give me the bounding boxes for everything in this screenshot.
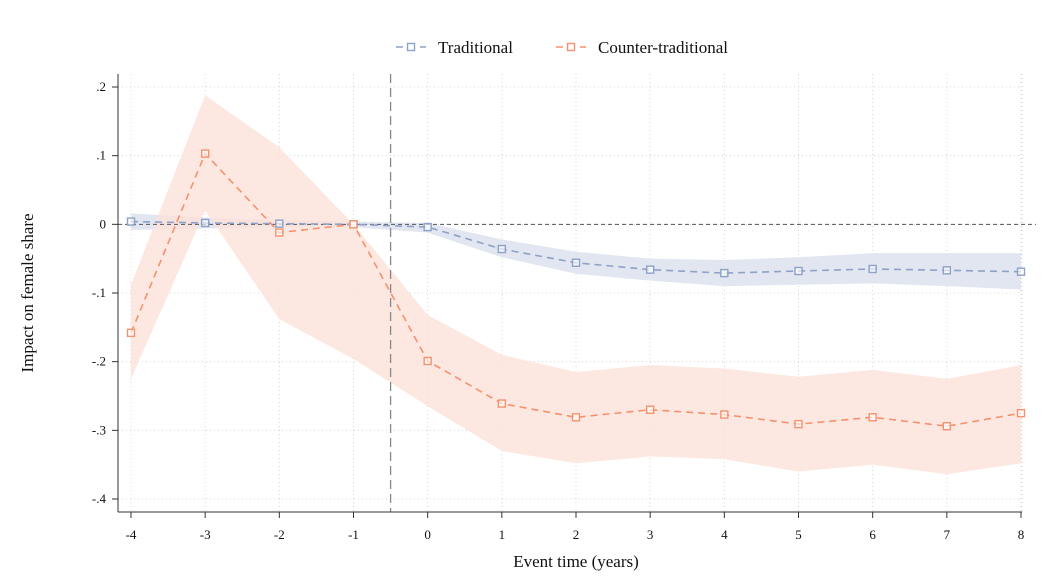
data-point xyxy=(942,266,952,275)
data-point xyxy=(942,422,952,431)
data-point xyxy=(1016,408,1026,418)
y-tick-label: -.3 xyxy=(92,422,106,437)
x-tick-label: -1 xyxy=(348,527,359,542)
data-point xyxy=(720,410,729,419)
data-point xyxy=(571,258,581,267)
x-tick-label: 7 xyxy=(944,527,951,542)
data-point xyxy=(868,413,877,422)
data-point xyxy=(423,222,432,232)
data-point xyxy=(868,264,877,274)
data-point xyxy=(423,356,432,366)
series-markers xyxy=(126,149,1026,431)
legend-swatch-marker xyxy=(566,42,576,52)
data-point xyxy=(645,405,655,414)
x-tick-label: 5 xyxy=(795,527,802,542)
legend-swatch-marker xyxy=(406,42,416,52)
data-point xyxy=(1016,267,1026,276)
data-point xyxy=(645,265,655,274)
legend-label: Traditional xyxy=(438,38,513,57)
x-tick-label: -2 xyxy=(274,527,285,542)
axes: .2 .1 0 -.1 -.2 -.3 -.4 -4 -3 -2 -1 0 1 2 3 4 5 6 7 8 xyxy=(92,74,1024,542)
data-point xyxy=(126,328,136,338)
y-tick-label: -.2 xyxy=(92,354,106,369)
legend: Traditional Counter-traditional xyxy=(396,38,728,57)
x-tick-label: 3 xyxy=(647,527,654,542)
y-tick-label: .1 xyxy=(96,148,106,163)
x-tick-label: -4 xyxy=(126,527,137,542)
data-point xyxy=(497,399,507,408)
data-point xyxy=(200,218,210,228)
data-point xyxy=(275,228,284,237)
x-tick-label: -3 xyxy=(200,527,211,542)
data-point xyxy=(794,419,803,429)
data-point xyxy=(571,413,581,422)
y-tick-label: -.4 xyxy=(92,491,107,506)
y-axis-title: Impact on female share xyxy=(18,213,37,372)
data-point xyxy=(200,149,210,158)
data-point xyxy=(349,220,358,229)
legend-label: Counter-traditional xyxy=(598,38,728,57)
x-tick-label: 2 xyxy=(573,527,580,542)
x-tick-label: 4 xyxy=(721,527,728,542)
confidence-band-2 xyxy=(131,95,1021,475)
data-point xyxy=(497,244,507,254)
x-tick-label: 8 xyxy=(1018,527,1025,542)
x-tick-label: 6 xyxy=(869,527,876,542)
x-axis-title: Event time (years) xyxy=(513,552,639,571)
data-point xyxy=(720,268,729,278)
y-tick-label: 0 xyxy=(100,216,107,231)
y-tick-label: -.1 xyxy=(92,285,106,300)
x-tick-label: 1 xyxy=(499,527,506,542)
data-point xyxy=(275,219,284,228)
y-tick-label: .2 xyxy=(96,79,106,94)
x-tick-label: 0 xyxy=(424,527,431,542)
data-point xyxy=(794,266,803,276)
data-point xyxy=(126,217,136,226)
reference-lines xyxy=(118,74,1036,512)
